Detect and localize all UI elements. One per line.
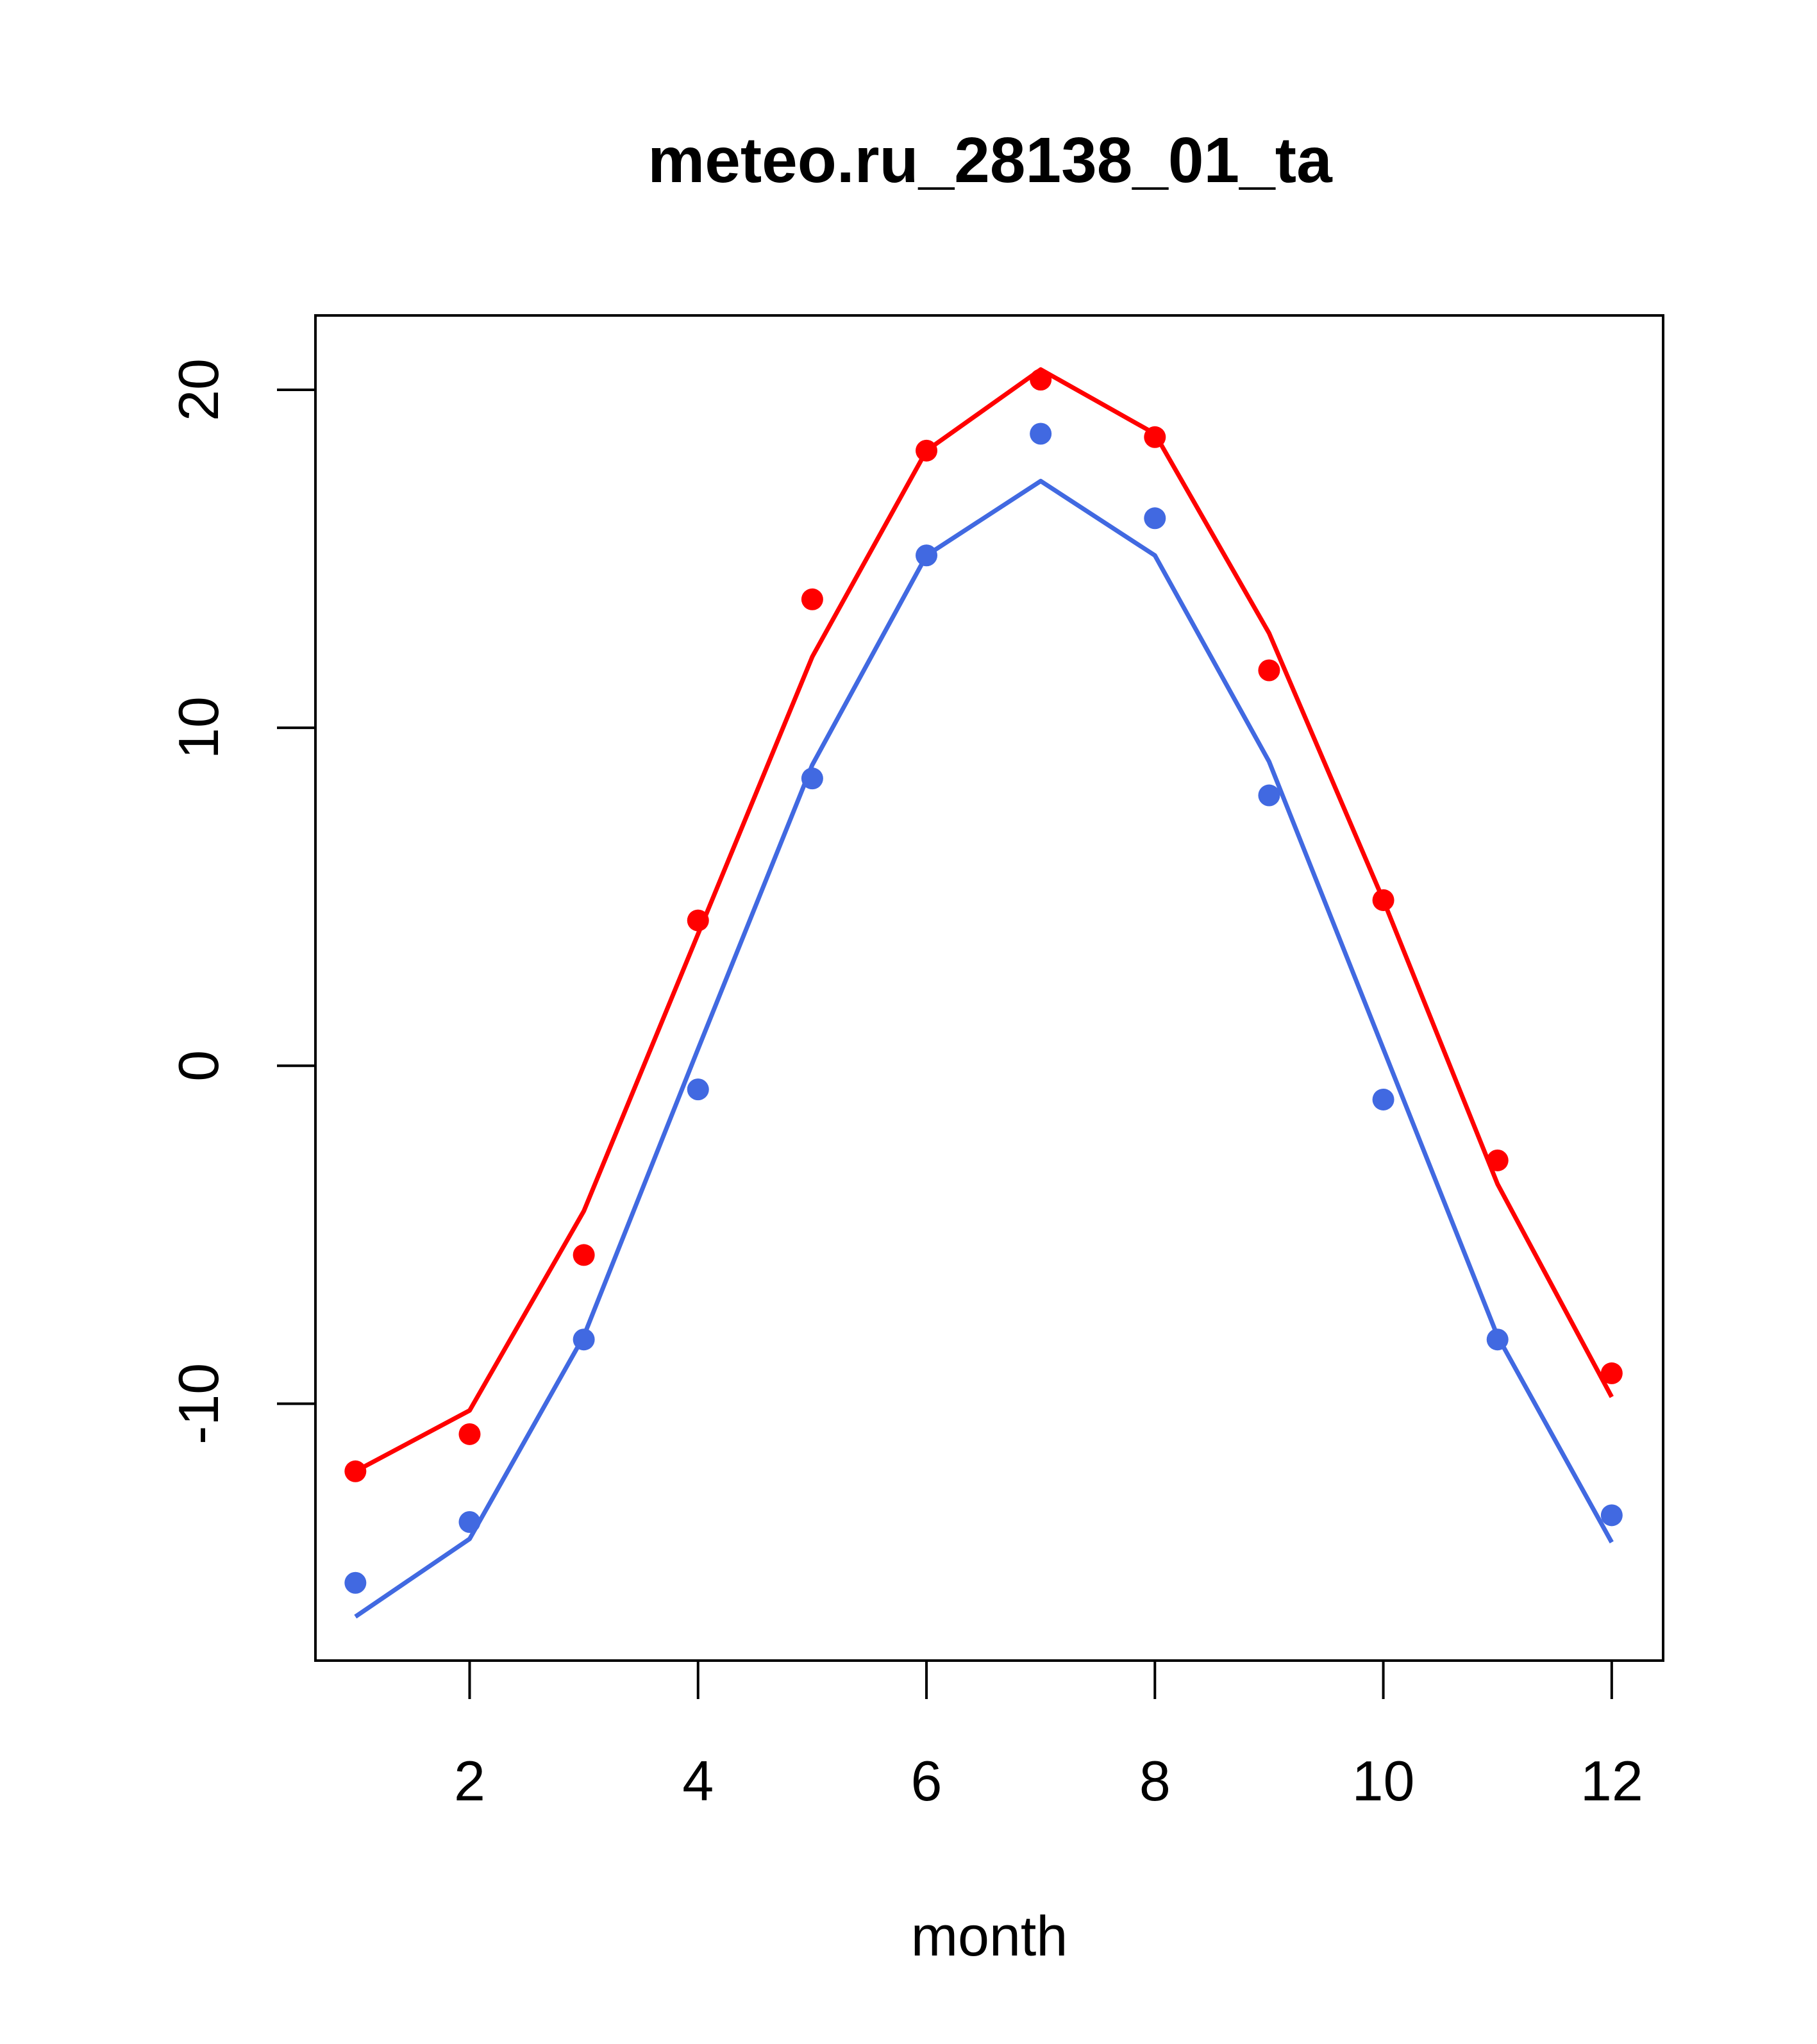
series-1-point	[1030, 369, 1052, 391]
series-2-point	[1372, 1088, 1394, 1110]
series-1-point	[1144, 426, 1166, 448]
series-1-point	[573, 1244, 595, 1266]
series-layer	[344, 367, 1623, 1619]
series-1-point	[1258, 659, 1280, 682]
series-2-point	[344, 1571, 367, 1594]
x-tick-label: 4	[682, 1749, 714, 1813]
y-tick-label: 20	[167, 358, 230, 421]
series-2-point	[687, 1078, 709, 1101]
series-2-point	[1600, 1504, 1623, 1527]
plot-frame	[314, 314, 1664, 1662]
series-2-point	[458, 1511, 481, 1533]
series-1-point	[801, 588, 823, 610]
x-tick-label: 8	[1139, 1749, 1171, 1813]
x-axis-label: month	[911, 1904, 1068, 1968]
x-tick-label: 2	[454, 1749, 485, 1813]
series-2-point	[1258, 784, 1280, 807]
series-1-point	[1600, 1362, 1623, 1384]
series-1-line	[354, 367, 1614, 1473]
series-2-point	[1030, 423, 1052, 445]
series-1-point	[1372, 889, 1394, 911]
y-axis: -10 0 10 20	[167, 358, 317, 1445]
series-1-point	[687, 909, 709, 932]
x-tick-label: 12	[1580, 1749, 1643, 1813]
y-tick-label: 10	[167, 696, 230, 759]
x-tick-label: 10	[1352, 1749, 1415, 1813]
series-2-point	[916, 544, 938, 567]
x-tick-label: 6	[911, 1749, 942, 1813]
series-1-point	[458, 1423, 481, 1445]
series-2-point	[1144, 507, 1166, 530]
x-axis: 2 4 6 8 10 12	[454, 1659, 1643, 1813]
series-2-point	[573, 1328, 595, 1351]
y-tick-label: 0	[167, 1050, 230, 1082]
chart-title: meteo.ru_28138_01_ta	[648, 124, 1333, 196]
series-1-point	[916, 439, 938, 462]
y-tick-label: -10	[167, 1363, 230, 1445]
series-1-point	[344, 1460, 367, 1482]
series-2-line	[354, 478, 1614, 1619]
series-2-point	[801, 767, 823, 790]
series-2-point	[1486, 1328, 1509, 1351]
series-1-point	[1486, 1149, 1509, 1171]
